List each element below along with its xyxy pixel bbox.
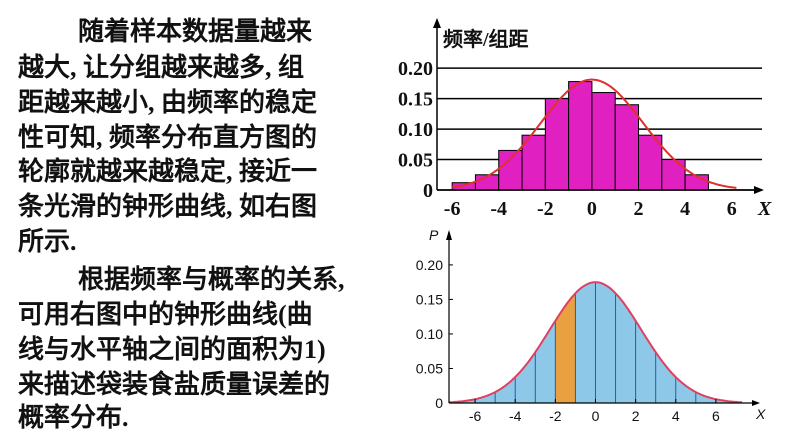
y-tick-label: 0.20 [416,257,443,273]
text-line: 线与水平轴之间的面积为1) [18,334,326,364]
x-axis-label: X [755,406,766,422]
x-tick-label: -2 [537,198,554,220]
text-line: 轮廓就越来越稳定, 接近一 [18,156,317,186]
text-line: 越大, 让分组越来越多, 组 [18,52,304,82]
x-tick-label: 0 [592,408,600,424]
x-tick-label: 6 [727,198,737,220]
x-tick-label: -4 [490,198,507,220]
x-tick-label: 6 [712,408,720,424]
y-tick-label: 0.15 [398,89,433,111]
axis-arrow [752,400,760,406]
y-tick-label: 0.10 [398,119,433,141]
y-tick-label: 0.10 [416,326,443,342]
density-curve [448,281,743,404]
x-tick-label: 2 [634,198,644,220]
bar [568,81,593,191]
text-line: 条光滑的钟形曲线, 如右图 [18,191,317,221]
x-tick-label: -2 [549,408,562,424]
text-line: 来描述袋装食盐质量误差的 [18,369,330,399]
x-tick-label: 2 [632,408,640,424]
x-tick-label: 4 [672,408,680,424]
axis-arrow [433,18,441,28]
y-tick-label: 0.05 [398,150,433,172]
y-tick-label: 0.15 [416,291,443,307]
text-line: 性可知, 频率分布直方图的 [18,122,317,152]
text-line: 随着样本数据量越来 [78,16,313,46]
y-axis-label: 频率/组距 [443,27,529,51]
x-tick-label: 0 [587,198,597,220]
y-tick-label: 0 [423,180,433,202]
y-tick-label: 0.05 [416,360,443,376]
x-tick-label: 4 [680,198,690,220]
x-tick-label: -4 [509,408,522,424]
axis-arrow [754,186,764,194]
text-line: 所示. [18,227,77,256]
y-axis-label: P [429,227,439,243]
x-tick-label: -6 [444,198,461,220]
bar [591,92,616,191]
axis-arrow [446,230,452,240]
bar [614,104,640,191]
text-line: 距越来越小, 由频率的稳定 [18,87,317,117]
bar [498,149,523,191]
y-tick-label: 0 [435,395,443,411]
text-line: 可用右图中的钟形曲线(曲 [18,299,313,329]
bar [661,159,686,191]
highlight-strip [555,293,576,403]
x-tick-label: -6 [469,408,482,424]
y-tick-label: 0.20 [398,58,433,80]
text-line: 概率分布. [18,402,129,432]
density-curve [451,78,737,189]
text-line: 根据频率与概率的关系, [78,264,345,294]
x-axis-label: X [757,198,772,220]
